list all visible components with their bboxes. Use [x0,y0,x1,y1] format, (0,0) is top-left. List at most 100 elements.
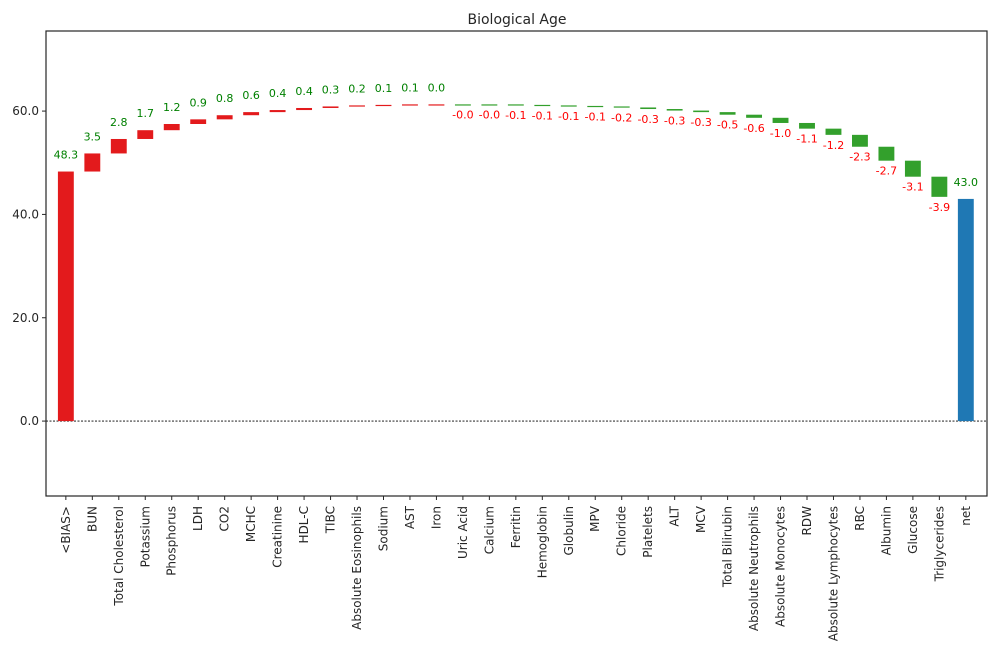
value-label: -0.3 [690,116,711,129]
x-tick-label: Platelets [641,506,655,558]
x-tick-label: Iron [429,506,443,529]
x-tick-label: Uric Acid [456,506,470,559]
x-tick-label: Ferritin [509,506,523,548]
x-tick-label: Chloride [615,506,629,556]
x-tick-label: LDH [191,506,205,531]
value-label: 1.7 [137,107,155,120]
value-label: -3.9 [929,201,950,214]
value-label: -0.1 [505,109,526,122]
bar-15 [454,104,471,106]
value-label: -1.1 [796,133,817,146]
bar-24 [693,110,710,113]
x-tick-label: Glucose [906,506,920,554]
value-label: -0.6 [743,122,764,135]
value-label: -2.3 [849,151,870,164]
value-label: 0.0 [428,81,446,94]
x-tick-label: RBC [853,506,867,531]
value-label: -0.0 [479,108,500,121]
x-tick-label: Absolute Eosinophils [350,506,364,630]
bar-2 [110,138,127,154]
x-tick-label: ALT [668,505,682,526]
x-tick-label: Albumin [879,506,893,555]
bar-32 [904,160,921,177]
bar-33 [931,176,948,197]
value-label: 0.1 [401,81,419,94]
value-label: -3.1 [902,181,923,194]
x-tick-label: Globulin [562,506,576,555]
plot-frame [45,30,988,497]
bar-16 [481,104,498,106]
value-label: -1.0 [770,127,791,140]
x-tick-label: <BIAS> [59,506,73,554]
value-label: -0.1 [558,110,579,123]
x-tick-label: Calcium [482,506,496,554]
x-tick-label: Absolute Monocytes [774,506,788,627]
bar-31 [878,146,895,161]
y-tick-label: 0.0 [20,414,39,428]
x-tick-label: Absolute Lymphocytes [826,506,840,641]
x-tick-label: Phosphorus [165,506,179,576]
value-label: -0.1 [532,109,553,122]
x-tick-label: Total Bilirubin [721,506,735,588]
value-label: 48.3 [54,149,79,162]
bar-8 [269,110,286,113]
x-tick-label: Triglycerides [932,506,946,582]
x-tick-label: Total Cholesterol [112,506,126,607]
value-label: 43.0 [954,176,979,189]
value-labels-group: 48.3 3.5 2.8 1.7 1.2 0.9 0.8 0.6 0.4 0.4 0.3 0.2 0.1… [54,81,978,213]
chart-title: Biological Age [468,12,567,28]
x-tick-label: CO2 [218,506,232,531]
x-tick-label: MCHC [244,506,258,542]
bar-3 [137,130,154,139]
bar-1 [84,153,101,172]
bar-9 [296,107,313,111]
bar-19 [560,105,577,107]
value-label: -0.0 [452,108,473,121]
bars-group [57,104,974,422]
bar-4 [163,124,180,131]
bar-29 [825,128,842,135]
bar-11 [349,105,365,107]
x-tick-label: MCV [694,505,708,533]
value-label: -0.1 [585,110,606,123]
value-label: 1.2 [163,101,181,114]
x-tick-label: net [959,506,973,526]
bar-28 [799,122,815,129]
x-tick-label: TIBC [324,506,338,534]
value-label: 3.5 [84,130,102,143]
value-label: 0.3 [322,83,340,96]
y-tick-label: 20.0 [12,311,39,325]
x-tick-label: BUN [85,506,99,532]
x-tick-label: AST [403,505,417,529]
x-tick-label: RDW [800,506,814,536]
bar-20 [587,105,604,108]
value-label: 0.4 [295,85,313,98]
value-label: -0.3 [637,113,658,126]
x-tick-label: Potassium [138,506,152,567]
bar-12 [375,104,392,107]
bar-22 [640,107,657,110]
bar-25 [719,112,736,115]
bar-13 [402,104,418,106]
bar-27 [772,117,789,123]
value-label: 2.8 [110,116,128,129]
bar-34 [957,198,974,422]
value-label: 0.1 [375,82,393,95]
value-label: -1.2 [823,139,844,152]
x-tick-label: HDL-C [297,506,311,543]
value-label: -0.3 [664,115,685,128]
value-label: 0.2 [348,82,366,95]
x-tick-label: MPV [588,505,602,532]
bar-10 [322,106,339,108]
axes-group: <BIAS> BUN Total Cholesterol Potassium Phosp… [12,30,988,641]
bar-7 [243,112,260,116]
bar-23 [666,109,683,111]
bar-18 [534,104,551,107]
y-tick-label: 60.0 [12,104,39,118]
bar-0 [57,171,74,422]
y-tick-label: 40.0 [12,207,39,221]
value-label: 0.6 [242,89,260,102]
bar-5 [190,119,207,124]
value-label: 0.8 [216,92,234,105]
